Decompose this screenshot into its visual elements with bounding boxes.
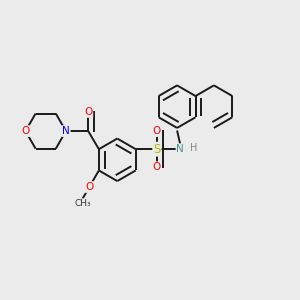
Text: H: H: [190, 143, 198, 153]
Text: O: O: [21, 126, 30, 136]
Text: O: O: [153, 126, 161, 136]
Text: S: S: [153, 143, 161, 156]
Text: N: N: [176, 144, 184, 154]
Text: O: O: [153, 162, 161, 172]
Text: CH₃: CH₃: [75, 199, 91, 208]
Text: N: N: [62, 126, 70, 136]
Text: O: O: [84, 107, 92, 117]
Text: O: O: [85, 182, 93, 192]
